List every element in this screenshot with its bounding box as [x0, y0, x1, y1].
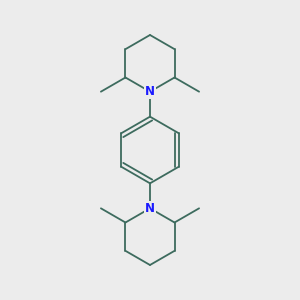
Text: N: N — [145, 85, 155, 98]
Text: N: N — [145, 202, 155, 215]
